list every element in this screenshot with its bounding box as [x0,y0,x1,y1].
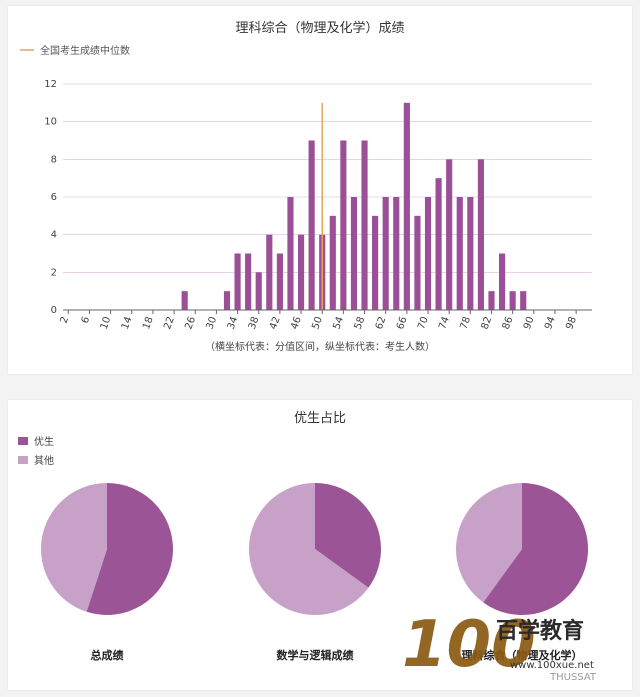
x-tick-label: 22 [162,315,177,331]
bar[interactable] [245,253,252,311]
bar[interactable] [234,253,241,311]
y-tick-label: 6 [51,192,57,203]
x-tick-label: 86 [501,315,516,331]
bar[interactable] [297,234,305,310]
bar[interactable] [287,197,294,310]
x-tick-label: 10 [99,315,114,331]
bar[interactable] [340,140,347,311]
bar[interactable] [488,291,495,310]
bar[interactable] [266,234,273,310]
bar[interactable] [509,291,516,310]
bar[interactable] [276,253,283,311]
bar[interactable] [456,197,463,310]
x-tick-label: 18 [141,315,156,331]
brand-watermark: 100 百学教育 www.100xue.net THUSSAT [400,600,635,690]
x-tick-label: 26 [183,315,198,331]
x-tick-label: 70 [416,315,431,331]
x-tick-label: 66 [395,315,410,331]
x-tick-label: 38 [247,315,262,331]
x-tick-label: 46 [289,315,304,331]
legend-swatch-excellent [18,437,28,445]
x-tick-label: 54 [331,315,346,331]
x-tick-label: 42 [268,315,283,331]
pie-card: 优生占比 优生 其他 总成绩 数学与逻辑成绩 理科综合（物理及化学） [8,400,632,690]
bar[interactable] [477,159,484,310]
legend-label-excellent[interactable]: 优生 [34,435,54,448]
bar[interactable] [361,140,368,311]
legend-label-other[interactable]: 其他 [34,454,54,467]
grid-lines [63,83,592,311]
pie-section-title: 优生占比 [294,411,346,426]
bar-series [181,102,527,311]
x-tick-label: 98 [564,315,579,331]
x-tick-label: 58 [353,315,368,331]
x-tick-label: 74 [437,315,452,331]
x-tick-label: 90 [522,315,537,331]
pie-slice-excellent[interactable] [483,483,588,615]
bar[interactable] [329,215,336,310]
legend-swatch-other [18,456,28,464]
watermark-url: www.100xue.net [510,660,594,671]
x-tick-label: 94 [543,315,558,331]
y-tick-label: 10 [44,117,57,128]
pie-label: 总成绩 [91,648,124,662]
bar[interactable] [467,197,474,310]
bar[interactable] [424,197,432,310]
bar[interactable] [446,159,453,310]
y-tick-label: 0 [51,305,57,316]
bar[interactable] [223,291,231,310]
y-tick-label: 8 [51,154,57,165]
pie-slice-excellent[interactable] [315,483,381,588]
pie-label: 数学与逻辑成绩 [277,648,354,662]
bar[interactable] [372,215,379,310]
x-tick-label: 50 [310,315,325,331]
watermark-logo-number: 100 [402,608,536,682]
bar[interactable] [350,197,358,310]
pie-label: 理科综合（物理及化学） [462,648,583,662]
chart-title: 理科综合（物理及化学）成绩 [235,20,404,36]
pie-slice-other[interactable] [248,483,369,615]
bar[interactable] [255,272,262,310]
bar[interactable] [308,140,315,311]
histogram-card: 理科综合（物理及化学）成绩 全国考生成绩中位数 0 2 4 6 8 10 12 2 6 10 14… [8,6,632,374]
x-tick-label: 14 [120,315,135,331]
x-tick-label: 6 [80,315,93,325]
bar[interactable] [520,291,527,310]
y-tick-label: 2 [51,267,57,278]
x-axis: 2 6 10 14 18 22 26 30 34 38 42 46 50 54 58 62 66 70 74 78 82… [59,309,592,331]
median-legend-label[interactable]: 全国考生成绩中位数 [40,44,130,57]
bar[interactable] [435,178,442,310]
x-tick-label: 30 [205,315,220,331]
x-tick-label: 34 [226,315,241,331]
watermark-logo-text: 百学教育 [496,618,584,644]
x-tick-label: 2 [59,315,72,325]
pie-group: 总成绩 数学与逻辑成绩 理科综合（物理及化学） [40,483,588,662]
y-tick-label: 12 [44,79,57,90]
pie-slice-other[interactable] [455,483,522,603]
watermark-brand: THUSSAT [549,672,597,683]
x-tick-label: 78 [458,315,473,331]
y-tick-label: 4 [51,230,57,241]
bar[interactable] [499,253,506,311]
axis-caption: （横坐标代表：分值区间，纵坐标代表：考生人数） [205,340,435,353]
pie-slice-other[interactable] [40,483,107,612]
x-tick-label: 62 [374,315,389,331]
y-axis: 0 2 4 6 8 10 12 [44,79,57,316]
bar[interactable] [414,215,421,310]
x-tick-label: 82 [480,315,495,331]
bar[interactable] [181,291,188,310]
pie-slice-excellent[interactable] [86,483,173,615]
bar[interactable] [382,197,389,310]
bar[interactable] [403,102,410,310]
bar[interactable] [393,197,400,310]
excellent-ratio-pies: 优生占比 优生 其他 总成绩 数学与逻辑成绩 理科综合（物理及化学） [18,411,588,662]
